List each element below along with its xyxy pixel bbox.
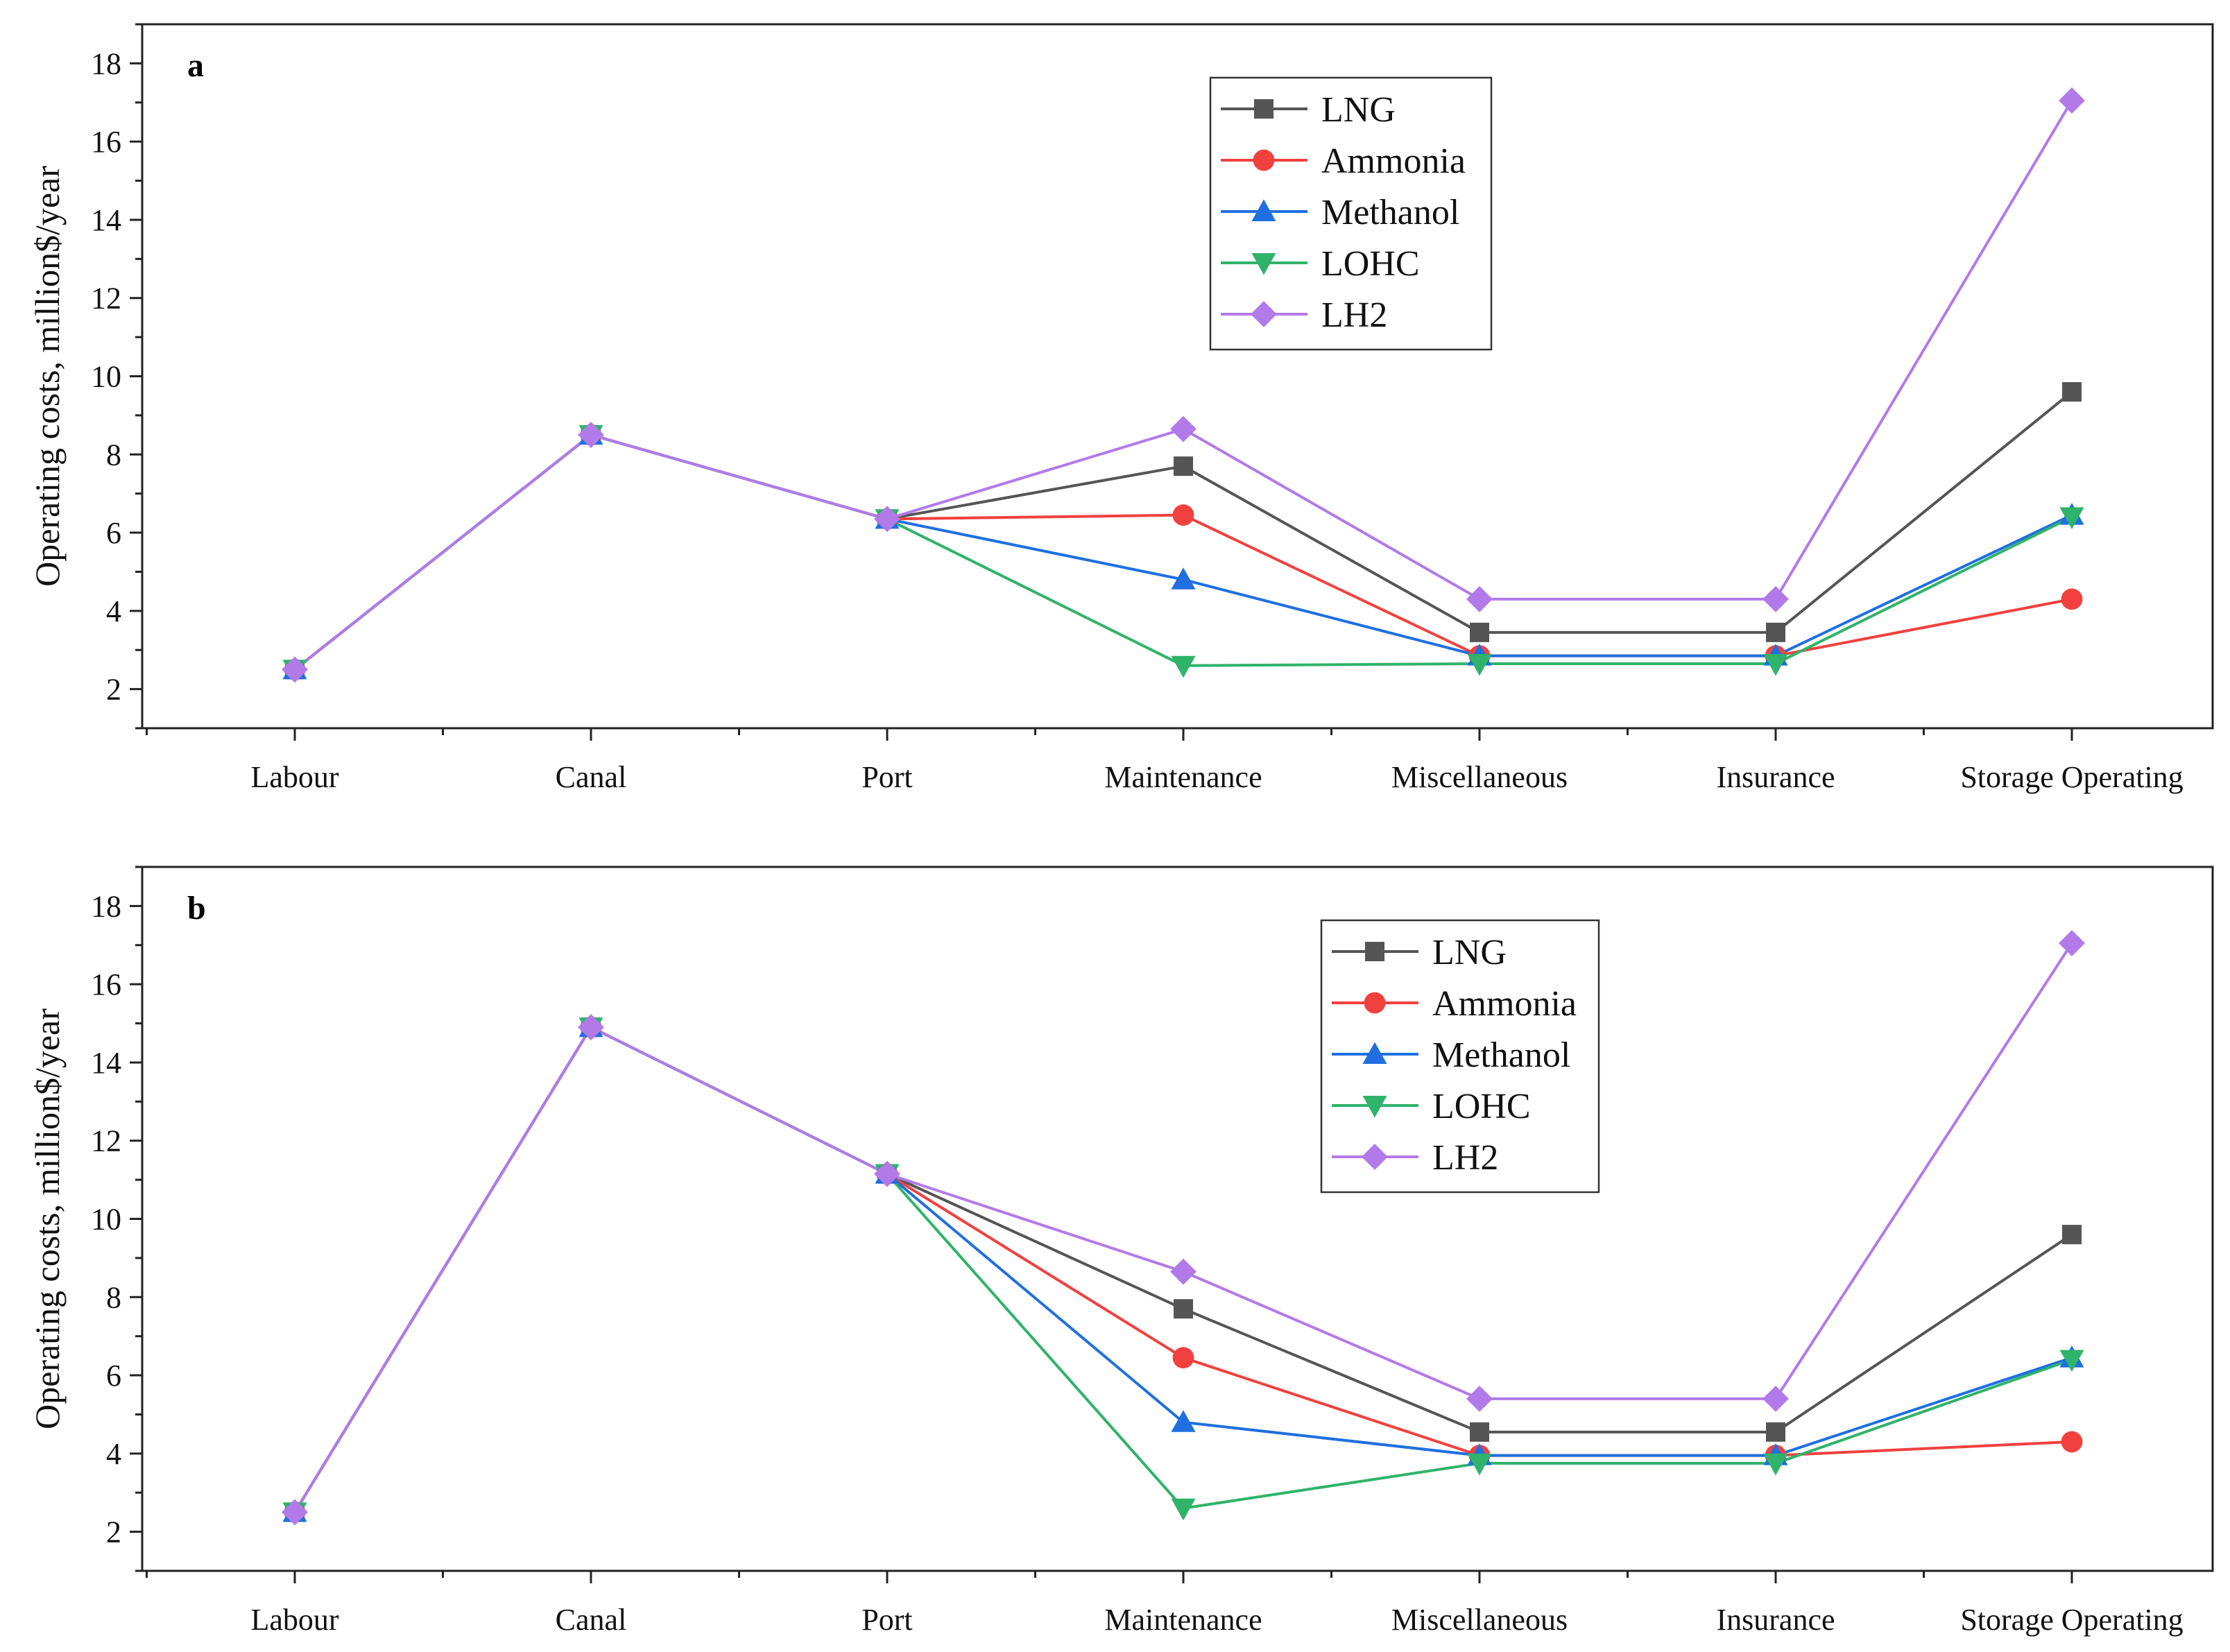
panel-a: 2 4 6 8 10 12 14 16 18 Labour Canal Port Maintenance… [28, 23, 2214, 794]
panel-a-x-tick-label: Canal [556, 760, 627, 794]
panel-a-y-tick-label: 12 [91, 282, 121, 316]
panel-b-point-lng [1470, 1422, 1489, 1442]
panel-a-point-lh2 [1762, 586, 1789, 612]
panel-b-y-tick-label: 18 [91, 889, 121, 923]
panel-b-y-tick-label: 12 [91, 1124, 121, 1158]
panel-b-legend-label: LH2 [1432, 1138, 1498, 1178]
panel-a-point-ammonia [1172, 504, 1194, 526]
panel-b-legend-marker-lng [1365, 942, 1384, 961]
panel-b-plot-frame [141, 866, 2214, 1572]
panel-a-x-tick-label: Maintenance [1104, 760, 1262, 794]
panel-a-y-tick-label: 14 [91, 203, 121, 237]
panel-b-legend-label: LOHC [1432, 1087, 1531, 1126]
panel-b-x-tick-label: Insurance [1716, 1603, 1835, 1637]
panel-b-y-tick-label: 2 [106, 1515, 121, 1549]
panel-b-point-lohc [1467, 1453, 1492, 1476]
panel-b-point-lng [1174, 1299, 1193, 1319]
panel-b-legend-marker-methanol [1362, 1042, 1387, 1064]
panel-b-y-tick-label: 16 [91, 967, 121, 1001]
panel-a-panel-label: a [187, 47, 204, 84]
panel-a-point-lohc [2059, 507, 2084, 529]
panel-a-point-lh2 [1466, 586, 1493, 612]
panel-b-point-methanol [1171, 1410, 1196, 1432]
panel-a-point-lh2 [282, 656, 308, 683]
panel-a-y-tick-label: 18 [91, 46, 121, 80]
panel-b-y-tick-label: 14 [91, 1046, 121, 1080]
panel-a-point-lng [1470, 622, 1489, 642]
panel-a-legend-label: LH2 [1321, 295, 1387, 335]
panel-a-y-axis-title: Operating costs, million$/year [28, 166, 67, 587]
panel-b-panel-label: b [187, 890, 206, 927]
panel-a-y-tick-label: 10 [91, 360, 121, 394]
panel-b-point-lh2 [578, 1014, 604, 1041]
panel-b-x-tick-label: Storage Operating [1960, 1603, 2183, 1637]
panel-b-legend-marker-lohc [1362, 1096, 1387, 1118]
panel-a-point-lohc [1171, 655, 1196, 678]
panel-b-legend-marker-lh2 [1362, 1144, 1388, 1170]
panel-a-y-tick-label: 16 [91, 125, 121, 159]
panel-a-legend-label: Methanol [1321, 193, 1459, 232]
panel-a-legend-marker-methanol [1251, 199, 1276, 221]
panel-a-x-tick-label: Insurance [1716, 760, 1835, 794]
panel-b-point-lh2 [1170, 1258, 1197, 1285]
panel-b-legend-label: Ammonia [1432, 984, 1577, 1024]
panel-b-point-lh2 [874, 1160, 900, 1187]
panel-a-legend-marker-lng [1254, 99, 1273, 119]
panel-b-point-ammonia [2061, 1431, 2083, 1453]
panel-a-point-lh2 [578, 422, 604, 448]
panel-a-point-ammonia [2061, 588, 2083, 610]
panel-a-point-lohc [1467, 653, 1492, 676]
panel-a-legend-label: LOHC [1321, 244, 1420, 284]
panel-b-x-tick-label: Labour [250, 1603, 338, 1637]
panel-a-plot-frame [141, 23, 2214, 730]
panel-a-x-tick-label: Storage Operating [1960, 760, 2183, 794]
panel-b-y-tick-label: 4 [106, 1437, 121, 1471]
panel-a-y-tick-label: 8 [106, 438, 121, 472]
panel-b-x-tick-label: Canal [556, 1603, 627, 1637]
panel-a-y-tick-label: 2 [106, 673, 121, 707]
panel-a-point-lng [2062, 382, 2082, 402]
panel-b-point-lh2 [1466, 1385, 1493, 1412]
panel-b: 2 4 6 8 10 12 14 16 18 Labour Canal Port Maintenance… [28, 866, 2214, 1637]
panel-a-point-lh2 [1170, 415, 1197, 442]
panel-a-legend-marker-lh2 [1251, 301, 1277, 327]
panel-a-point-methanol [1171, 567, 1196, 590]
panel-a-legend-label: LNG [1321, 90, 1396, 130]
panel-a-y-tick-label: 6 [106, 516, 121, 550]
panel-b-legend-box [1320, 919, 1600, 1194]
panel-a-point-lng [1766, 622, 1785, 642]
panel-a-point-lh2 [2059, 87, 2085, 114]
panel-a-point-lh2 [874, 506, 900, 533]
panel-b-y-axis-title: Operating costs, million$/year [28, 1008, 67, 1429]
panel-a-y-tick-label: 4 [106, 594, 121, 628]
panel-b-x-tick-label: Miscellaneous [1391, 1603, 1568, 1637]
panel-b-legend-marker-ammonia [1364, 992, 1386, 1014]
panel-b-point-lohc [2059, 1350, 2084, 1372]
panel-b-point-lng [2062, 1225, 2082, 1245]
panel-b-point-lng [1766, 1422, 1785, 1442]
panel-a-point-lohc [1763, 653, 1788, 676]
panel-b-point-lh2 [1762, 1385, 1789, 1412]
panel-b-x-tick-label: Port [861, 1603, 912, 1637]
panel-b-point-lohc [1763, 1453, 1788, 1476]
panel-a-x-tick-label: Port [861, 760, 912, 794]
panel-b-point-lh2 [282, 1499, 308, 1526]
panel-b-legend-label: Methanol [1432, 1035, 1570, 1075]
panel-b-point-lohc [1171, 1498, 1196, 1521]
panel-b-point-lh2 [2059, 930, 2085, 956]
panel-a-x-tick-label: Labour [250, 760, 338, 794]
panel-b-y-tick-label: 8 [106, 1280, 121, 1314]
panel-b-legend-label: LNG [1432, 933, 1507, 972]
panel-a-point-lng [1174, 456, 1193, 476]
panel-a-legend-marker-lohc [1251, 253, 1276, 275]
panel-b-point-ammonia [1172, 1347, 1194, 1369]
panel-a-x-tick-label: Miscellaneous [1391, 760, 1568, 794]
panel-a-legend-label: Ammonia [1321, 141, 1466, 181]
panel-b-y-tick-label: 6 [106, 1359, 121, 1393]
panel-b-x-tick-label: Maintenance [1104, 1603, 1262, 1637]
panel-b-y-tick-label: 10 [91, 1203, 121, 1237]
panel-a-legend-marker-ammonia [1253, 149, 1275, 171]
